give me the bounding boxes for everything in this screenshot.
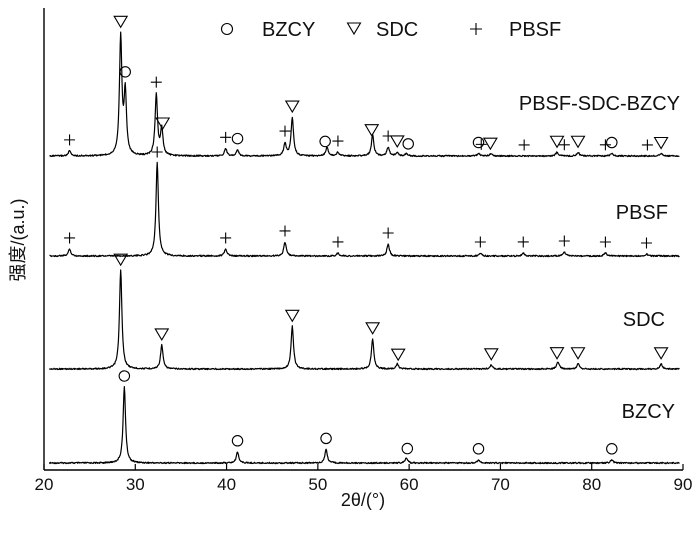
x-tick-label-70: 70 bbox=[491, 475, 510, 494]
marker-pbsf-sdc-bzcy-2-circle bbox=[119, 66, 131, 78]
series-label-pbsf: PBSF bbox=[616, 202, 668, 224]
trace-sdc bbox=[48, 269, 680, 371]
series-label-bzcy: BZCY bbox=[622, 401, 675, 423]
marker-pbsf-5-plus bbox=[382, 227, 394, 239]
marker-pbsf-sdc-bzcy-16-plus bbox=[475, 138, 487, 150]
marker-pbsf-sdc-bzcy-10-plus bbox=[332, 135, 344, 147]
x-tick-label-30: 30 bbox=[126, 475, 145, 494]
marker-pbsf-8-plus bbox=[558, 235, 570, 247]
legend-plus-marker bbox=[470, 23, 482, 35]
trace-pbsf bbox=[49, 161, 680, 258]
x-tick-label-50: 50 bbox=[308, 475, 327, 494]
marker-pbsf-9-plus bbox=[599, 236, 611, 248]
marker-pbsf-sdc-bzcy-18-plus bbox=[518, 139, 530, 151]
x-tick-label-60: 60 bbox=[400, 475, 419, 494]
marker-pbsf-sdc-bzcy-24-plus bbox=[641, 139, 653, 151]
legend-label-bzcy: BZCY bbox=[262, 19, 315, 41]
legend-label-sdc: SDC bbox=[376, 19, 418, 41]
x-tick-label-90: 90 bbox=[674, 475, 693, 494]
x-ticks: 20 30 40 50 60 70 80 90 bbox=[35, 464, 693, 494]
marker-sdc-8-triangle bbox=[653, 347, 669, 360]
x-tick-label-40: 40 bbox=[217, 475, 236, 494]
legend: BZCY SDC PBSF bbox=[220, 19, 561, 41]
marker-sdc-0-triangle bbox=[113, 253, 129, 267]
marker-pbsf-4-plus bbox=[332, 236, 344, 248]
marker-pbsf-sdc-bzcy-1-triangle bbox=[113, 15, 129, 29]
y-axis-title: 强度/(a.u.) bbox=[8, 198, 28, 281]
trace-bzcy bbox=[48, 385, 680, 465]
diffraction-traces bbox=[48, 31, 680, 465]
marker-pbsf-sdc-bzcy-21-triangle bbox=[570, 135, 586, 149]
marker-sdc-2-triangle bbox=[284, 309, 300, 323]
x-axis-title: 2θ/(°) bbox=[341, 490, 385, 510]
series-label-pbsf-sdc-bzcy: PBSF-SDC-BZCY bbox=[519, 93, 680, 115]
series-labels: BZCY SDC PBSF PBSF-SDC-BZCY bbox=[519, 93, 680, 423]
marker-pbsf-7-plus bbox=[517, 236, 529, 248]
marker-pbsf-sdc-bzcy-23-circle bbox=[606, 136, 618, 149]
marker-pbsf-6-plus bbox=[474, 236, 486, 248]
marker-pbsf-sdc-bzcy-13-triangle bbox=[389, 135, 405, 148]
marker-pbsf-sdc-bzcy-14-circle bbox=[402, 138, 414, 150]
marker-sdc-6-triangle bbox=[549, 347, 565, 360]
marker-pbsf-sdc-bzcy-3-plus bbox=[150, 76, 162, 88]
marker-pbsf-sdc-bzcy-11-triangle bbox=[364, 124, 380, 137]
marker-pbsf-sdc-bzcy-15-circle bbox=[472, 136, 485, 149]
marker-pbsf-0-plus bbox=[64, 232, 76, 244]
marker-bzcy-5-circle bbox=[606, 443, 618, 455]
x-tick-label-20: 20 bbox=[35, 475, 54, 494]
marker-bzcy-0-circle bbox=[118, 370, 131, 382]
trace-pbsf-sdc-bzcy bbox=[49, 31, 680, 158]
marker-pbsf-sdc-bzcy-22-plus bbox=[599, 139, 611, 151]
marker-sdc-3-triangle bbox=[365, 322, 381, 335]
marker-pbsf-sdc-bzcy-6-circle bbox=[231, 132, 244, 145]
marker-pbsf-sdc-bzcy-9-circle bbox=[319, 135, 331, 148]
marker-sdc-5-triangle bbox=[483, 348, 499, 361]
marker-bzcy-4-circle bbox=[472, 443, 485, 455]
marker-pbsf-sdc-bzcy-0-plus bbox=[64, 134, 76, 146]
legend-triangle-marker bbox=[346, 22, 362, 36]
marker-pbsf-sdc-bzcy-20-plus bbox=[558, 139, 570, 151]
marker-pbsf-10-plus bbox=[640, 237, 652, 249]
series-label-sdc: SDC bbox=[623, 309, 665, 331]
marker-pbsf-sdc-bzcy-7-plus bbox=[279, 125, 291, 137]
marker-pbsf-1-plus bbox=[151, 146, 163, 158]
marker-sdc-4-triangle bbox=[390, 348, 406, 362]
marker-sdc-1-triangle bbox=[154, 328, 170, 342]
marker-bzcy-2-circle bbox=[320, 432, 332, 445]
marker-pbsf-sdc-bzcy-17-triangle bbox=[482, 137, 498, 151]
x-tick-label-80: 80 bbox=[582, 475, 601, 494]
legend-circle-marker bbox=[220, 22, 234, 36]
marker-pbsf-3-plus bbox=[279, 225, 291, 237]
marker-pbsf-sdc-bzcy-5-plus bbox=[220, 131, 232, 143]
marker-sdc-7-triangle bbox=[570, 347, 586, 360]
marker-pbsf-sdc-bzcy-25-triangle bbox=[653, 136, 669, 150]
marker-bzcy-1-circle bbox=[231, 435, 244, 447]
marker-pbsf-sdc-bzcy-8-triangle bbox=[284, 100, 300, 114]
marker-pbsf-sdc-bzcy-4-triangle bbox=[155, 117, 171, 131]
peak-markers bbox=[64, 15, 669, 455]
marker-pbsf-2-plus bbox=[220, 232, 232, 244]
marker-pbsf-sdc-bzcy-19-triangle bbox=[549, 135, 565, 149]
marker-bzcy-3-circle bbox=[401, 442, 414, 455]
legend-label-pbsf: PBSF bbox=[509, 19, 561, 41]
